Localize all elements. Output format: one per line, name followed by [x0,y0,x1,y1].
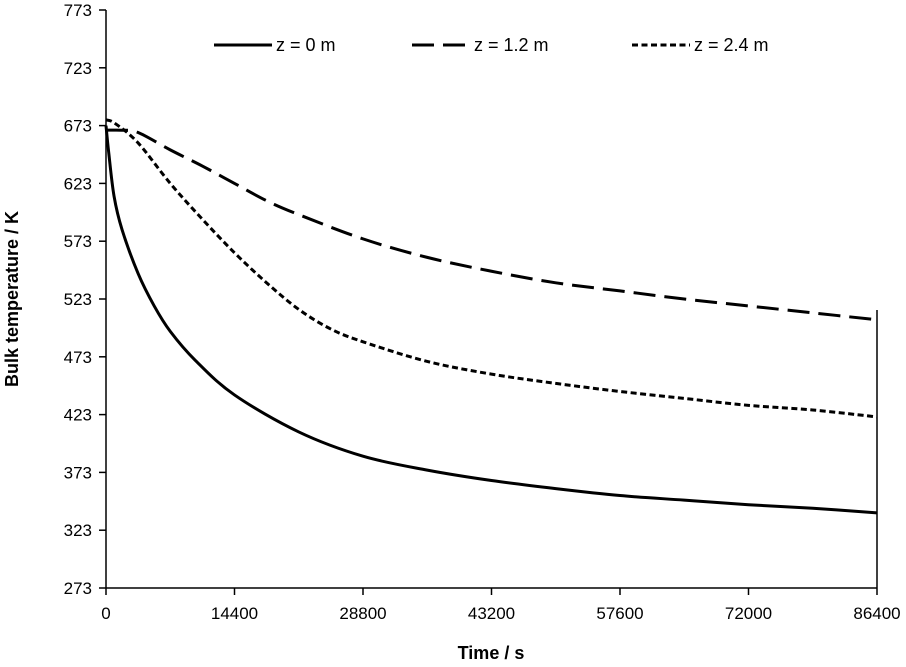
x-tick-label: 43200 [468,604,515,623]
axes [105,10,878,589]
y-tick-label: 323 [64,521,92,540]
x-tick-label: 86400 [853,604,900,623]
y-tick-label: 523 [64,290,92,309]
x-axis-title: Time / s [458,643,525,663]
legend: z = 0 m z = 1.2 m z = 2.4 m [214,35,769,55]
x-tick-label: 57600 [596,604,643,623]
y-tick-label: 273 [64,579,92,598]
x-tick-label: 28800 [339,604,386,623]
y-tick-label: 423 [64,406,92,425]
y-tick-label: 623 [64,174,92,193]
series-lines [104,118,878,515]
y-axis-title: Bulk temperature / K [2,211,22,387]
y-tick-label: 773 [64,1,92,20]
x-tick-label: 72000 [725,604,772,623]
y-tick-label: 473 [64,348,92,367]
series-line-1 [104,125,878,515]
y-tick-label: 373 [64,463,92,482]
legend-label-3: z = 2.4 m [694,35,769,55]
legend-label-2: z = 1.2 m [474,35,549,55]
y-ticks: 273 323 373 423 473 523 573 623 673 723 773 [64,1,106,598]
series-line-3 [105,118,878,419]
y-tick-label: 573 [64,232,92,251]
y-tick-label: 723 [64,59,92,78]
series-line-2 [105,128,878,322]
x-tick-label: 14400 [211,604,258,623]
x-ticks: 0 14400 28800 43200 57600 72000 86400 [101,588,901,623]
legend-label-1: z = 0 m [276,35,336,55]
y-tick-label: 673 [64,117,92,136]
x-tick-label: 0 [101,604,110,623]
